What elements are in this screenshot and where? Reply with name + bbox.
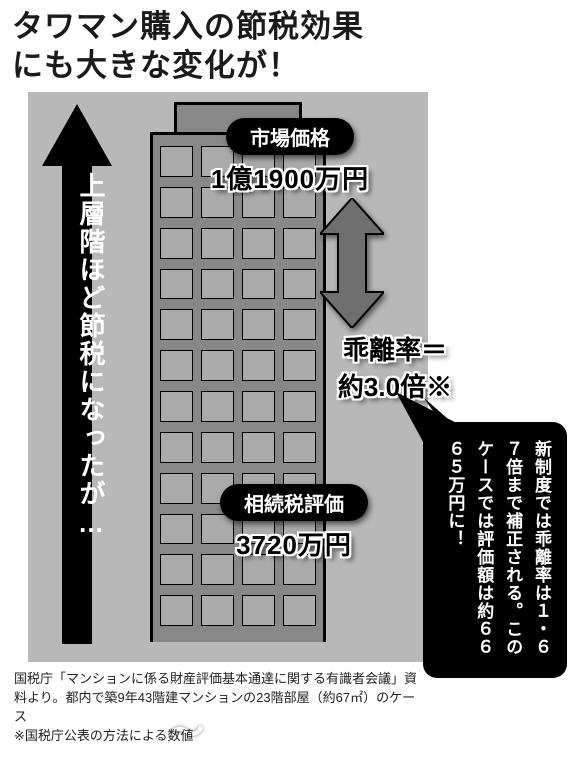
building-window bbox=[283, 228, 316, 259]
building-window bbox=[283, 432, 316, 463]
building-window bbox=[160, 432, 193, 463]
market-price-value: 1億1900万円 bbox=[160, 159, 420, 196]
building-window bbox=[283, 269, 316, 300]
building-window bbox=[242, 309, 275, 340]
building-window bbox=[201, 391, 234, 422]
building-window bbox=[201, 432, 234, 463]
tax-value-callout: 相続税評価 3720万円 bbox=[174, 484, 414, 562]
building-window bbox=[160, 391, 193, 422]
left-arrow-text: 上層階ほど節税になったが… bbox=[68, 172, 104, 540]
building-window bbox=[201, 595, 234, 626]
gap-arrow bbox=[320, 198, 384, 328]
building-window bbox=[201, 309, 234, 340]
building-window bbox=[160, 309, 193, 340]
building-window bbox=[160, 350, 193, 381]
explanation-balloon: 新制度では乖離率は１・６７倍まで補正される。このケースでは評価額は約６６６５万円… bbox=[423, 422, 567, 678]
tax-value-value: 3720万円 bbox=[174, 525, 414, 562]
building-window bbox=[242, 595, 275, 626]
footnote: 国税庁「マンションに係る財産評価基本通達に関する有識者会議」資料より。都内で築9… bbox=[14, 670, 424, 745]
building-window bbox=[160, 269, 193, 300]
building-window bbox=[242, 269, 275, 300]
building-window bbox=[201, 269, 234, 300]
ratio-line-1: 乖離率＝ bbox=[280, 330, 510, 367]
building-window bbox=[160, 228, 193, 259]
building-window bbox=[242, 228, 275, 259]
market-price-callout: 市場価格 1億1900万円 bbox=[160, 118, 420, 196]
building-window bbox=[242, 350, 275, 381]
double-arrow-icon bbox=[320, 198, 384, 328]
tax-value-label: 相続税評価 bbox=[220, 484, 368, 521]
building-window bbox=[160, 595, 193, 626]
page-title: タワマン購入の節税効果 にも大きな変化が！ bbox=[12, 8, 364, 86]
title-line-2: にも大きな変化が！ bbox=[12, 48, 300, 83]
building-window bbox=[283, 595, 316, 626]
balloon-text: 新制度では乖離率は１・６７倍まで補正される。このケースでは評価額は約６６６５万円… bbox=[435, 440, 555, 662]
building-window bbox=[201, 350, 234, 381]
building-window bbox=[201, 228, 234, 259]
building-window bbox=[242, 391, 275, 422]
market-price-label: 市場価格 bbox=[226, 118, 354, 155]
building-window bbox=[242, 432, 275, 463]
title-line-1: タワマン購入の節税効果 bbox=[12, 9, 364, 44]
